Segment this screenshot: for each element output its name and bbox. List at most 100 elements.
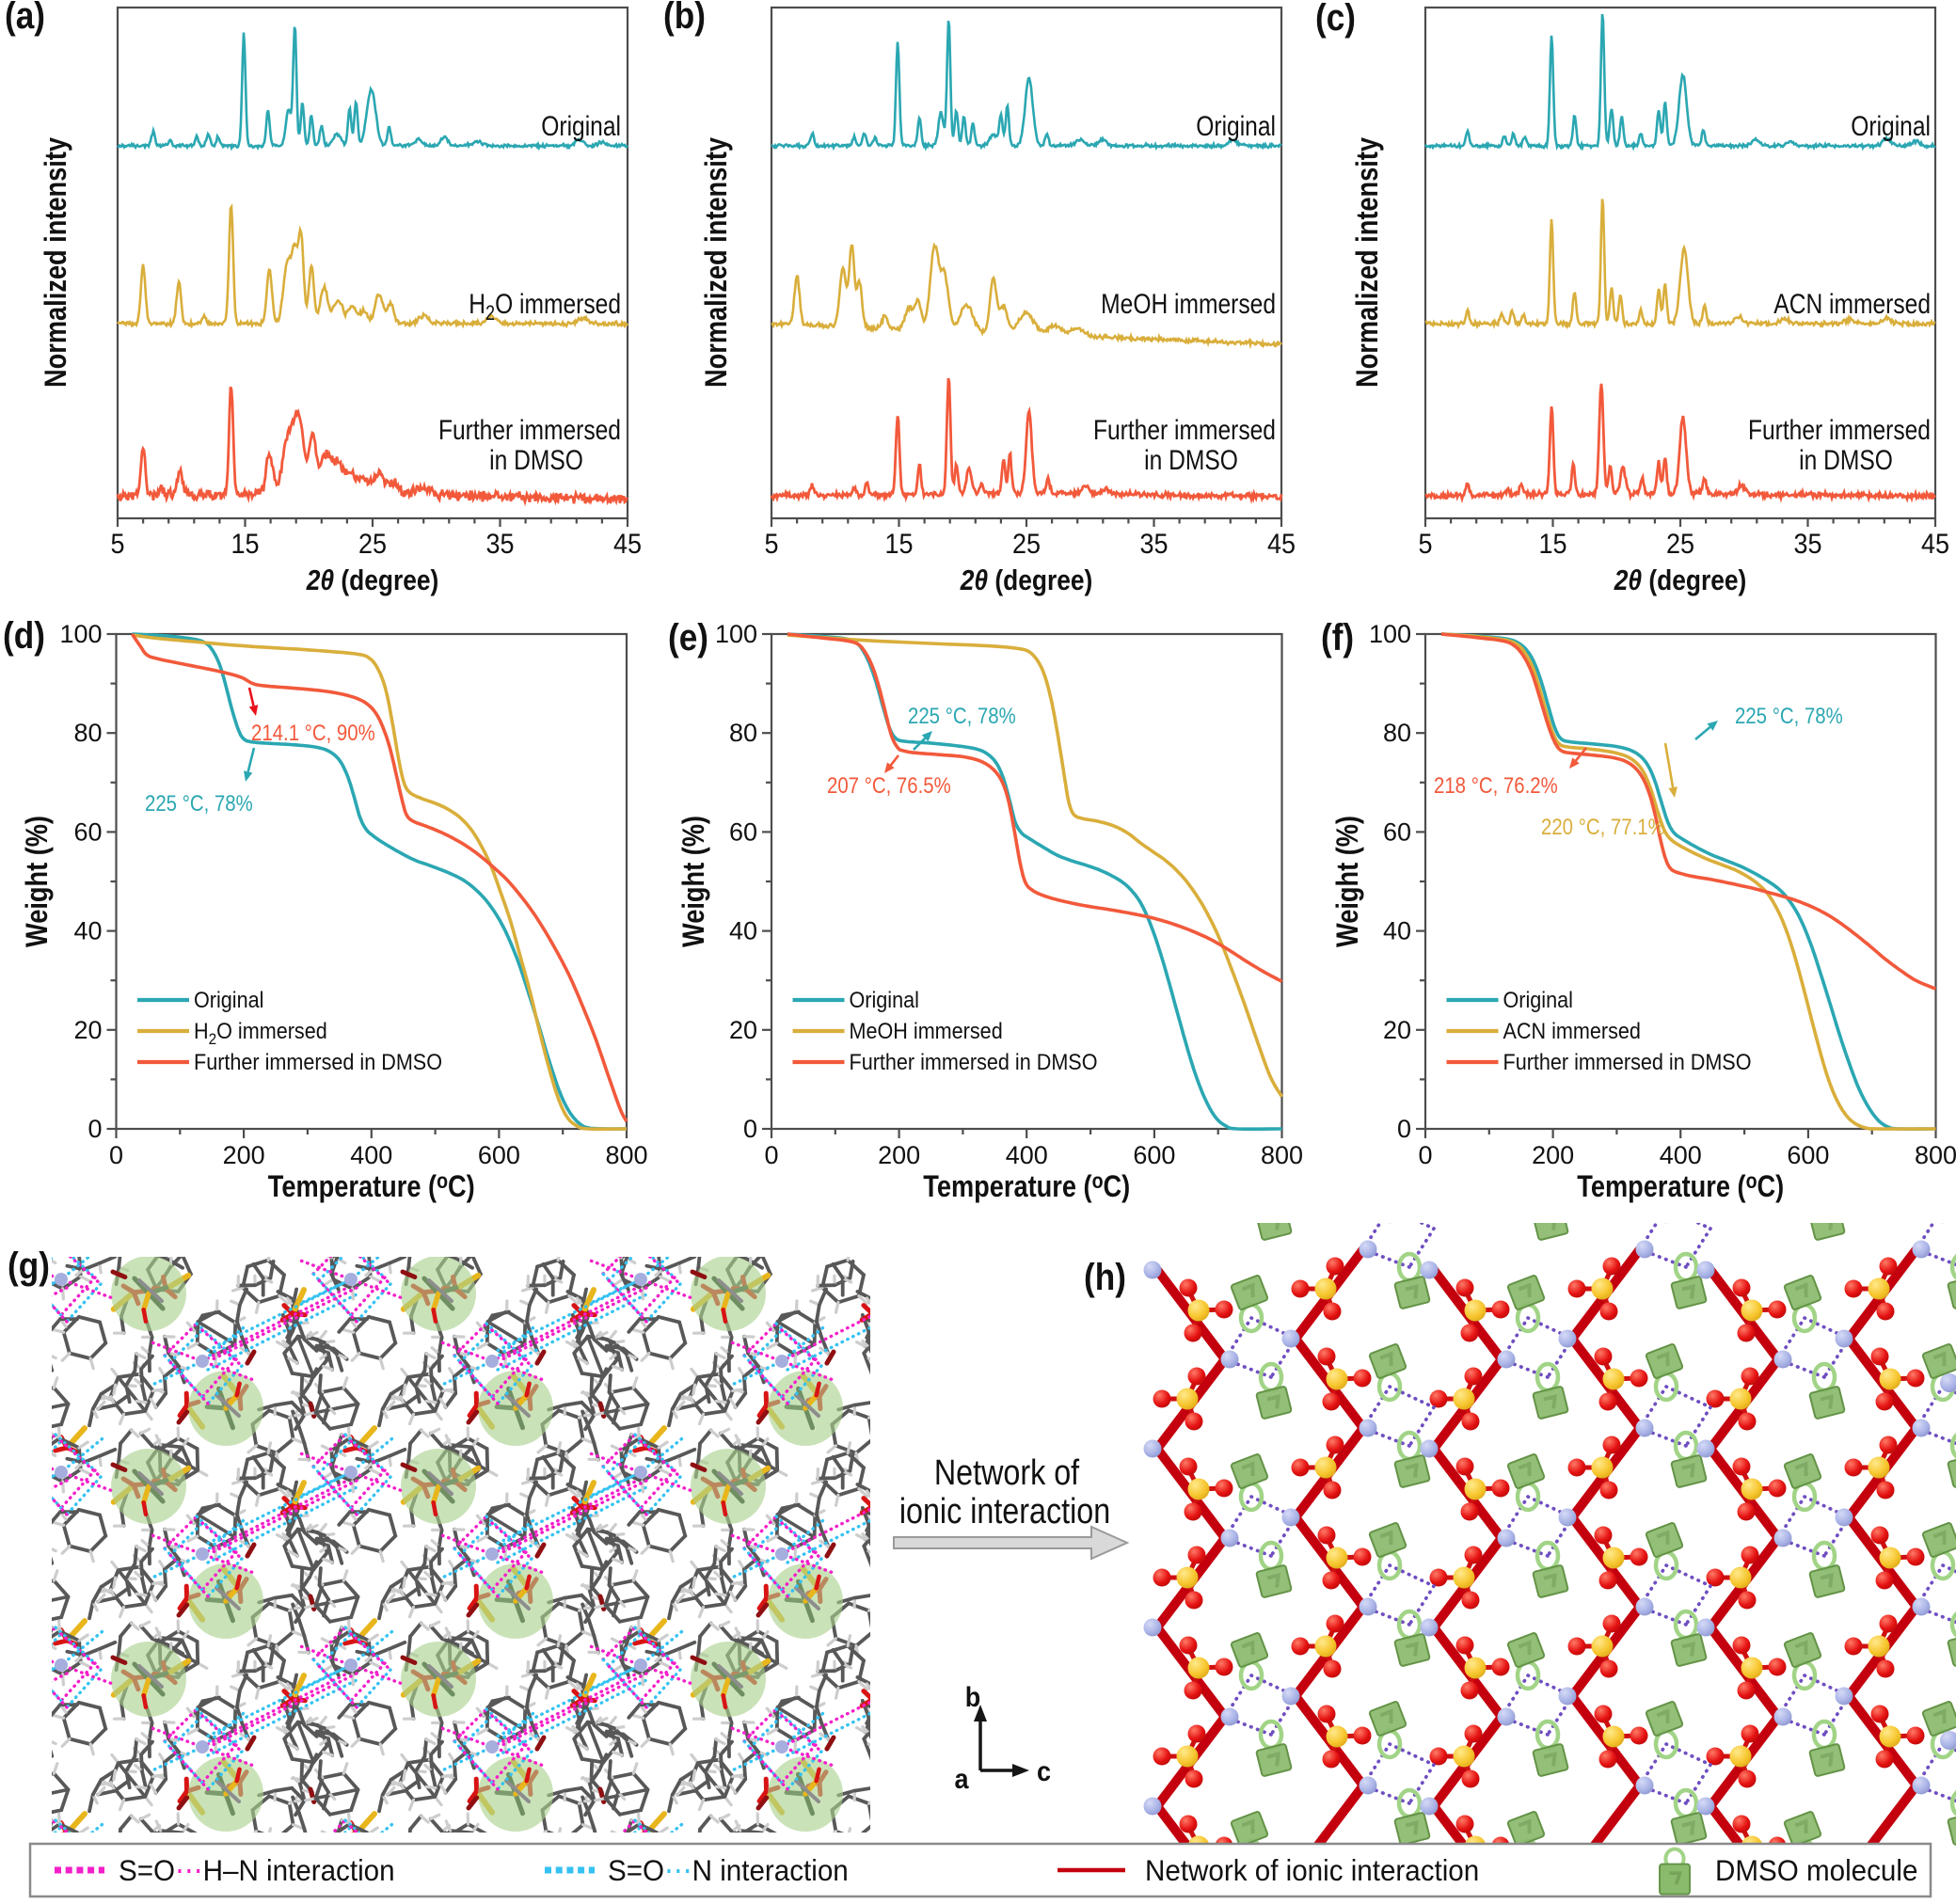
svg-text:207 °C, 76.5%: 207 °C, 76.5% bbox=[827, 772, 951, 798]
svg-text:S=O⋯H–N interaction: S=O⋯H–N interaction bbox=[119, 1854, 395, 1887]
svg-text:S=O⋯N interaction: S=O⋯N interaction bbox=[608, 1854, 849, 1887]
svg-text:Normalized intensity: Normalized intensity bbox=[700, 137, 734, 388]
svg-text:214.1 °C, 90%: 214.1 °C, 90% bbox=[251, 720, 375, 745]
svg-text:400: 400 bbox=[350, 1141, 392, 1169]
svg-text:0: 0 bbox=[1397, 1115, 1411, 1143]
svg-text:(b): (b) bbox=[663, 0, 706, 36]
svg-text:60: 60 bbox=[729, 817, 757, 846]
svg-text:15: 15 bbox=[1538, 529, 1566, 561]
svg-text:in DMSO: in DMSO bbox=[1144, 444, 1238, 476]
svg-text:800: 800 bbox=[1915, 1141, 1956, 1169]
svg-text:Weight (%): Weight (%) bbox=[1331, 816, 1365, 947]
svg-text:Temperature (oC): Temperature (oC) bbox=[268, 1169, 475, 1204]
svg-text:b: b bbox=[965, 1682, 980, 1714]
svg-text:60: 60 bbox=[1383, 817, 1411, 846]
svg-text:DMSO molecule: DMSO molecule bbox=[1715, 1854, 1917, 1887]
svg-text:MeOH immersed: MeOH immersed bbox=[1101, 288, 1276, 320]
svg-text:Network of: Network of bbox=[934, 1453, 1079, 1493]
svg-text:ACN immersed: ACN immersed bbox=[1773, 288, 1931, 320]
svg-text:0: 0 bbox=[1418, 1141, 1432, 1169]
svg-text:Temperature (oC): Temperature (oC) bbox=[1577, 1169, 1784, 1204]
svg-text:400: 400 bbox=[1006, 1141, 1048, 1169]
svg-text:35: 35 bbox=[485, 529, 514, 561]
svg-text:in DMSO: in DMSO bbox=[1799, 444, 1893, 476]
svg-text:100: 100 bbox=[715, 620, 757, 648]
svg-text:Original: Original bbox=[1503, 987, 1573, 1012]
svg-text:Further immersed in DMSO: Further immersed in DMSO bbox=[1503, 1049, 1752, 1074]
svg-text:100: 100 bbox=[59, 620, 102, 648]
svg-text:Further immersed: Further immersed bbox=[438, 414, 621, 446]
svg-text:Original: Original bbox=[1851, 110, 1931, 142]
svg-text:0: 0 bbox=[109, 1141, 123, 1169]
svg-text:15: 15 bbox=[231, 529, 259, 561]
svg-text:600: 600 bbox=[478, 1141, 520, 1169]
svg-text:35: 35 bbox=[1793, 529, 1821, 561]
svg-text:Normalized intensity: Normalized intensity bbox=[1351, 137, 1385, 388]
svg-text:(d): (d) bbox=[3, 614, 45, 657]
svg-text:5: 5 bbox=[110, 529, 124, 561]
svg-text:Weight (%): Weight (%) bbox=[21, 816, 55, 947]
svg-text:800: 800 bbox=[605, 1141, 647, 1169]
svg-text:20: 20 bbox=[729, 1016, 757, 1044]
svg-text:2θ (degree): 2θ (degree) bbox=[960, 564, 1092, 596]
svg-text:ACN immersed: ACN immersed bbox=[1503, 1018, 1641, 1043]
svg-text:25: 25 bbox=[1012, 529, 1041, 561]
svg-text:MeOH immersed: MeOH immersed bbox=[850, 1018, 1003, 1043]
svg-text:a: a bbox=[954, 1764, 969, 1796]
svg-text:225 °C, 78%: 225 °C, 78% bbox=[1735, 703, 1843, 728]
svg-text:25: 25 bbox=[358, 529, 387, 561]
svg-text:35: 35 bbox=[1139, 529, 1168, 561]
svg-text:H2O immersed: H2O immersed bbox=[194, 1018, 327, 1048]
svg-text:Network of ionic interaction: Network of ionic interaction bbox=[1145, 1854, 1479, 1887]
svg-text:(a): (a) bbox=[5, 0, 45, 36]
svg-text:Further immersed in DMSO: Further immersed in DMSO bbox=[194, 1049, 442, 1074]
svg-text:60: 60 bbox=[73, 817, 102, 846]
svg-text:2θ (degree): 2θ (degree) bbox=[306, 564, 438, 596]
svg-text:40: 40 bbox=[729, 917, 757, 945]
svg-text:100: 100 bbox=[1369, 620, 1411, 648]
svg-text:2θ (degree): 2θ (degree) bbox=[1614, 564, 1746, 596]
svg-text:(e): (e) bbox=[668, 616, 708, 658]
svg-text:(c): (c) bbox=[1315, 0, 1356, 38]
svg-text:Weight (%): Weight (%) bbox=[677, 816, 711, 947]
svg-text:225 °C, 78%: 225 °C, 78% bbox=[145, 790, 253, 816]
svg-text:20: 20 bbox=[73, 1016, 102, 1044]
svg-text:(h): (h) bbox=[1084, 1256, 1126, 1298]
svg-text:225 °C, 78%: 225 °C, 78% bbox=[908, 703, 1016, 728]
svg-text:Original: Original bbox=[541, 110, 621, 142]
svg-text:400: 400 bbox=[1660, 1141, 1702, 1169]
svg-text:0: 0 bbox=[743, 1115, 757, 1143]
svg-text:80: 80 bbox=[1383, 719, 1411, 747]
svg-text:25: 25 bbox=[1666, 529, 1694, 561]
svg-text:(g): (g) bbox=[8, 1245, 50, 1287]
svg-text:Original: Original bbox=[850, 987, 919, 1012]
svg-text:ionic interaction: ionic interaction bbox=[899, 1492, 1110, 1531]
svg-text:in DMSO: in DMSO bbox=[489, 444, 583, 476]
svg-text:600: 600 bbox=[1787, 1141, 1829, 1169]
svg-text:600: 600 bbox=[1133, 1141, 1175, 1169]
svg-text:45: 45 bbox=[613, 529, 642, 561]
svg-text:5: 5 bbox=[1418, 529, 1432, 561]
svg-text:(f): (f) bbox=[1321, 616, 1354, 658]
svg-text:Original: Original bbox=[1196, 110, 1276, 142]
svg-text:218 °C, 76.2%: 218 °C, 76.2% bbox=[1434, 772, 1558, 798]
svg-text:Further immersed in DMSO: Further immersed in DMSO bbox=[850, 1049, 1098, 1074]
svg-text:Original: Original bbox=[194, 987, 263, 1012]
svg-text:80: 80 bbox=[73, 719, 102, 747]
svg-text:20: 20 bbox=[1383, 1016, 1411, 1044]
svg-text:80: 80 bbox=[729, 719, 757, 747]
svg-text:220 °C, 77.1%: 220 °C, 77.1% bbox=[1541, 814, 1665, 839]
svg-text:15: 15 bbox=[884, 529, 913, 561]
svg-text:Further immersed: Further immersed bbox=[1093, 414, 1276, 446]
svg-text:40: 40 bbox=[1383, 917, 1411, 945]
svg-text:c: c bbox=[1037, 1756, 1051, 1788]
svg-text:40: 40 bbox=[73, 917, 102, 945]
svg-text:Temperature (oC): Temperature (oC) bbox=[923, 1169, 1130, 1204]
svg-text:800: 800 bbox=[1261, 1141, 1303, 1169]
svg-text:H2O immersed: H2O immersed bbox=[469, 288, 621, 325]
svg-text:200: 200 bbox=[878, 1141, 920, 1169]
svg-text:200: 200 bbox=[223, 1141, 265, 1169]
svg-text:200: 200 bbox=[1532, 1141, 1574, 1169]
svg-text:45: 45 bbox=[1921, 529, 1949, 561]
svg-text:5: 5 bbox=[764, 529, 778, 561]
